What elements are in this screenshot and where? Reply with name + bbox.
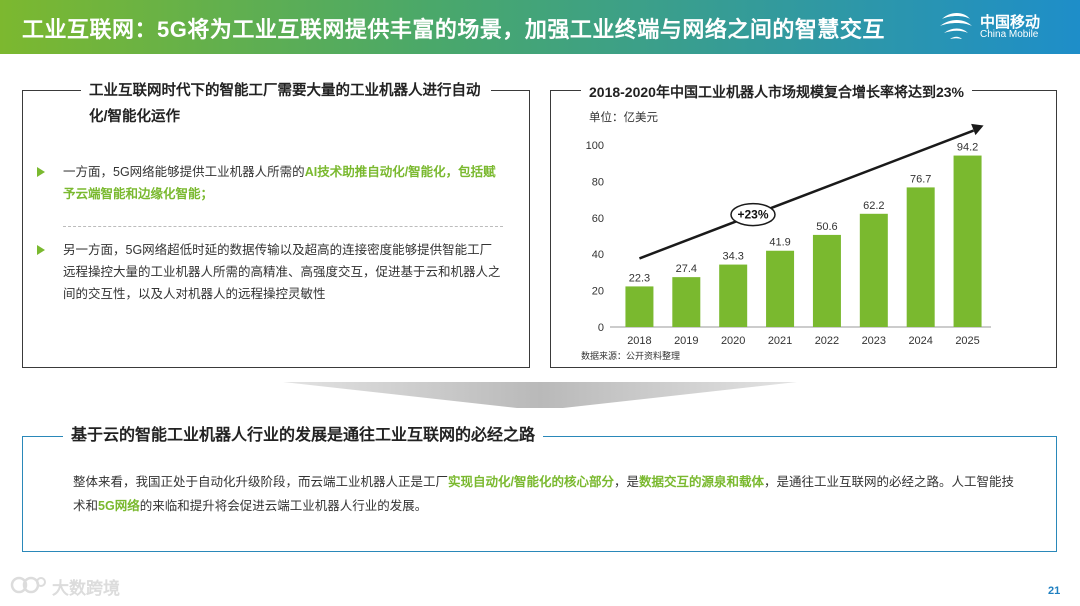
x-tick-label-2025: 2025 xyxy=(955,335,979,347)
bullet-1-text: 一方面，5G网络能够提供工业机器人所需的 xyxy=(63,165,305,179)
x-tick-label-2022: 2022 xyxy=(815,335,839,347)
logo-text-en: China Mobile xyxy=(980,29,1039,40)
left-panel-title: 工业互联网时代下的智能工厂需要大量的工业机器人进行自动化/智能化运作 xyxy=(81,78,491,130)
left-panel: 工业互联网时代下的智能工厂需要大量的工业机器人进行自动化/智能化运作 一方面，5… xyxy=(22,78,530,368)
bullet-1-highlight: AI技术助推自动化/智能化，包括赋予云端智能和边缘化智能； xyxy=(63,165,496,201)
chart-title: 2018-2020年中国工业机器人市场规模复合增长率将达到23% xyxy=(581,79,972,105)
bar-2021 xyxy=(766,250,795,327)
trend-arrow-line xyxy=(638,129,975,260)
bottom-panel-title: 基于云的智能工业机器人行业的发展是通往工业互联网的必经之路 xyxy=(63,422,544,450)
bar-2020 xyxy=(719,264,748,327)
triangle-bullet-icon xyxy=(37,167,45,177)
bottom-highlight-2: 数据交互的源泉和载体 xyxy=(639,475,765,489)
y-tick-label: 60 xyxy=(592,213,604,225)
logo-text-cn: 中国移动 xyxy=(980,14,1041,31)
x-tick-label-2024: 2024 xyxy=(908,335,932,347)
growth-badge xyxy=(730,202,776,227)
watermark: 大数跨境 xyxy=(10,573,150,598)
bar-chart: 0 20 40 60 80 100 22.3 2018 27.4 2019 34.3 2020 41.9… xyxy=(586,123,991,347)
trend-arrow-head-icon xyxy=(971,123,984,136)
x-tick-label-2020: 2020 xyxy=(721,335,745,347)
y-tick-label: 20 xyxy=(592,286,604,298)
y-tick-label: 0 xyxy=(598,322,604,334)
bottom-text-1: 整体来看，我国正处于自动化升级阶段，而云端工业机器人正是工厂 xyxy=(73,475,449,489)
data-label-2021: 41.9 xyxy=(769,237,790,249)
bar-2018 xyxy=(625,286,654,327)
bar-2024 xyxy=(906,187,935,327)
x-tick-label-2023: 2023 xyxy=(862,335,886,347)
bottom-text-4: 的来临和提升将会促进云端工业机器人行业的发展。 xyxy=(139,499,428,513)
page-title: 工业互联网：5G将为工业互联网提供丰富的场景，加强工业终端与网络之间的智慧交互 xyxy=(22,17,885,42)
bar-2025 xyxy=(953,155,982,327)
bullet-2-text: 另一方面，5G网络超低时延的数据传输以及超高的连接密度能够提供智能工厂远程操控大… xyxy=(63,243,501,301)
header-bar: 工业互联网：5G将为工业互联网提供丰富的场景，加强工业终端与网络之间的智慧交互 … xyxy=(0,0,1080,54)
bullet-divider xyxy=(63,226,503,227)
y-tick-label: 80 xyxy=(592,176,604,188)
data-label-2018: 22.3 xyxy=(629,272,650,284)
data-label-2019: 27.4 xyxy=(676,263,697,275)
bottom-panel: 基于云的智能工业机器人行业的发展是通往工业互联网的必经之路 整体来看，我国正处于… xyxy=(22,422,1057,552)
data-label-2020: 34.3 xyxy=(722,251,743,263)
y-tick-label: 40 xyxy=(592,249,604,261)
watermark-logo-icon xyxy=(10,576,46,594)
watermark-text: 大数跨境 xyxy=(52,579,120,598)
data-label-2023: 62.2 xyxy=(863,200,884,212)
data-label-2025: 94.2 xyxy=(957,142,978,154)
chart-unit-label: 单位：亿美元 xyxy=(589,112,658,124)
bottom-text-3: ，是通往工业互联网的必经之路。人工智能技术和 xyxy=(73,475,1015,513)
china-mobile-logo-icon xyxy=(940,13,972,39)
triangle-bullet-icon xyxy=(37,245,45,255)
bottom-panel-text: 整体来看，我国正处于自动化升级阶段，而云端工业机器人正是工厂实现自动化/智能化的… xyxy=(73,470,1018,518)
x-tick-label-2019: 2019 xyxy=(674,335,698,347)
bullet-item-2: 另一方面，5G网络超低时延的数据传输以及超高的连接密度能够提供智能工厂远程操控大… xyxy=(37,239,503,305)
x-tick-label-2021: 2021 xyxy=(768,335,792,347)
bar-2019 xyxy=(672,277,701,327)
bar-2022 xyxy=(812,234,841,327)
right-panel: 2018-2020年中国工业机器人市场规模复合增长率将达到23% 单位：亿美元 … xyxy=(550,79,1057,368)
data-label-2024: 76.7 xyxy=(910,173,931,185)
chart-source: 数据来源：公开资料整理 xyxy=(581,351,681,361)
funnel-connector xyxy=(283,382,797,408)
bar-2023 xyxy=(859,213,888,327)
bottom-highlight-1: 实现自动化/智能化的核心部分 xyxy=(448,475,614,489)
growth-badge-label: +23% xyxy=(737,208,768,222)
china-mobile-logo: 中国移动 China Mobile xyxy=(936,9,1066,45)
y-tick-label: 100 xyxy=(586,140,604,152)
bullet-item-1: 一方面，5G网络能够提供工业机器人所需的AI技术助推自动化/智能化，包括赋予云端… xyxy=(37,161,503,205)
bottom-highlight-3: 5G网络 xyxy=(98,499,140,513)
x-tick-label-2018: 2018 xyxy=(627,335,651,347)
bottom-text-2: ，是 xyxy=(614,475,640,489)
data-label-2022: 50.6 xyxy=(816,221,837,233)
page-number: 21 xyxy=(1048,585,1061,597)
